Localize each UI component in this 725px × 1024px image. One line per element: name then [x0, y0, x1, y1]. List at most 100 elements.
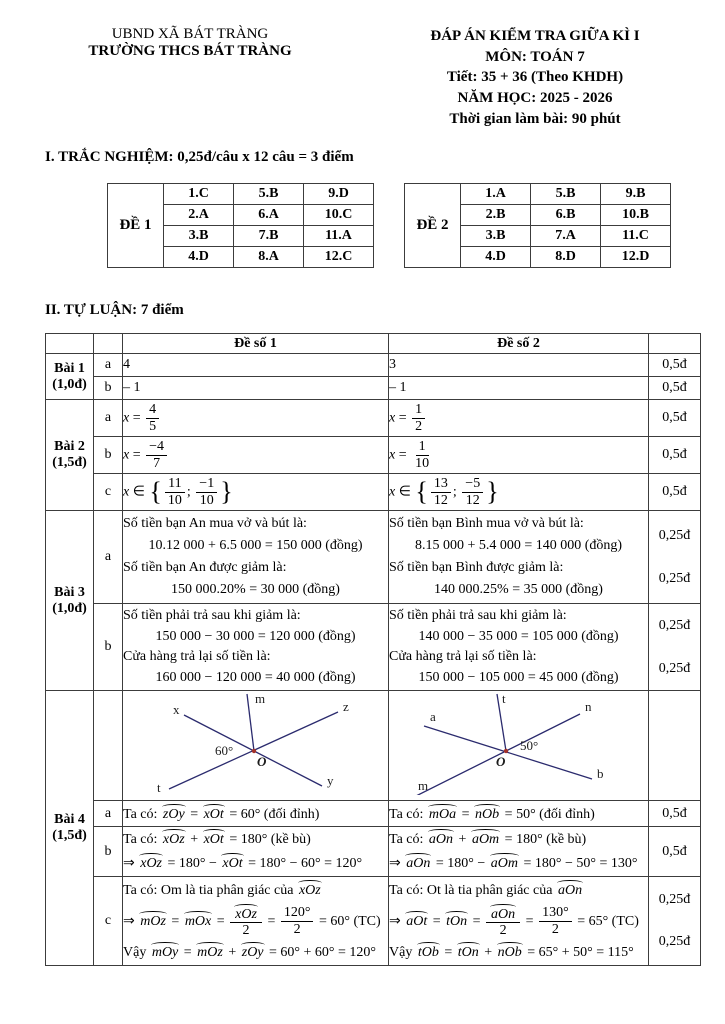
table-row: a Ta có: zOy = xOt = 60° (đối đỉnh) Ta c… — [46, 800, 701, 828]
vertex-label: O — [257, 754, 267, 769]
org-name-line2: TRƯỜNG THCS BÁT TRÀNG — [88, 43, 292, 59]
header-empty-cell — [648, 333, 701, 355]
section2-heading: II. TỰ LUẬN: 7 điểm — [45, 302, 184, 319]
part-label: b — [93, 826, 123, 878]
angle-diagram-de1: m x z t y 60° O — [122, 690, 389, 802]
ray-label: m — [418, 778, 428, 793]
bai3-label-cell: Bài 3 (1,0đ) — [45, 510, 94, 692]
document-header: UBND XÃ BÁT TRÀNG TRƯỜNG THCS BÁT TRÀNG … — [45, 26, 700, 129]
score-cell: 0,5đ — [648, 376, 701, 401]
mcq-answer-cell: 5.B — [233, 183, 304, 206]
mcq-answer-cell: 11.A — [303, 225, 374, 248]
angle-label: 50° — [520, 738, 538, 753]
ray-m — [245, 694, 255, 752]
table-row: b Số tiền phải trả sau khi giảm là: 150 … — [46, 603, 701, 692]
ray-label: n — [585, 699, 592, 714]
answer-de1: Ta có: Om là tia phân giác của xOz ⇒ mOz… — [122, 876, 389, 967]
answer-de2: Ta có: Ot là tia phân giác của aOn ⇒ aOt… — [388, 876, 649, 967]
table-row: b x = −4 7 x = 1 10 0,5đ — [46, 436, 701, 475]
part-label: c — [93, 473, 123, 512]
score-cell: 0,25đ 0,25đ — [648, 603, 701, 692]
mcq-de1-label: ĐỀ 1 — [107, 183, 164, 269]
exam-school-year: NĂM HỌC: 2025 - 2026 — [457, 90, 613, 107]
ray-label: x — [173, 702, 180, 717]
mcq-answer-cell: 4.D — [460, 246, 531, 269]
part-label: b — [93, 603, 123, 692]
part-label: b — [93, 436, 123, 475]
mcq-answer-cell: 7.B — [233, 225, 304, 248]
exam-title: ĐÁP ÁN KIỂM TRA GIỮA KÌ I — [430, 28, 640, 44]
table-row: c x ∈ {11 10; −1 10} x ∈ {13 12; −5 12} 0,5đ — [46, 473, 701, 512]
score-cell: 0,5đ — [648, 473, 701, 512]
exam-period: Tiết: 35 + 36 (Theo KHDH) — [446, 69, 624, 86]
table-row: c Ta có: Om là tia phân giác của xOz ⇒ m… — [46, 876, 701, 967]
score-cell: 0,25đ 0,25đ — [648, 510, 701, 605]
part-label: a — [93, 800, 123, 828]
mcq-answer-cell: 2.A — [163, 204, 234, 227]
mcq-answer-cell: 4.D — [163, 246, 234, 269]
table-row: b Ta có: xOz + xOt = 180° (kề bù) ⇒ xOz … — [46, 826, 701, 878]
answer-de1: Ta có: xOz + xOt = 180° (kề bù) ⇒ xOz = … — [122, 826, 389, 878]
tu-luan-table: Đề số 1 Đề số 2 Bài 1 (1,0đ) a 4 3 0,5đ … — [45, 333, 701, 967]
score-cell: 0,5đ — [648, 800, 701, 828]
bai4-label-cell: Bài 4 (1,5đ) — [45, 690, 94, 967]
mcq-answer-cell: 10.C — [303, 204, 374, 227]
bai2-label-cell: Bài 2 (1,5đ) — [45, 399, 94, 512]
mcq-answer-cell: 6.B — [530, 204, 601, 227]
part-label: b — [93, 376, 123, 401]
mcq-answer-cell: 1.C — [163, 183, 234, 206]
vertex-dot — [503, 749, 508, 754]
table-row: Bài 4 (1,5đ) m x z t y 60° O — [45, 690, 701, 967]
answer-de1: Số tiền phải trả sau khi giảm là: 150 00… — [122, 603, 389, 692]
mcq-de2-label: ĐỀ 2 — [404, 183, 461, 269]
ray-label: b — [597, 766, 604, 781]
answer-de1: Ta có: zOy = xOt = 60° (đối đỉnh) — [122, 800, 389, 828]
answer-de2: Ta có: aOn + aOm = 180° (kề bù) ⇒ aOn = … — [388, 826, 649, 878]
answer-de2: Số tiền phải trả sau khi giảm là: 140 00… — [388, 603, 649, 692]
mcq-answer-cell: 3.B — [163, 225, 234, 248]
vertex-label: O — [496, 754, 506, 769]
mcq-answer-cell: 11.C — [600, 225, 671, 248]
org-name-line1: UBND XÃ BÁT TRÀNG — [111, 26, 269, 42]
mcq-answer-cell: 9.D — [303, 183, 374, 206]
answer-de1: x ∈ {11 10; −1 10} — [122, 473, 389, 512]
angle-label: 60° — [215, 743, 233, 758]
table-row: Bài 1 (1,0đ) a 4 3 0,5đ — [45, 353, 701, 401]
answer-de2: 3 — [388, 353, 649, 378]
vertex-dot — [251, 749, 256, 754]
part-label: a — [93, 399, 123, 438]
score-cell: 0,5đ — [648, 826, 701, 878]
mcq-answer-cell: 8.D — [530, 246, 601, 269]
exam-subject: MÔN: TOÁN 7 — [485, 48, 585, 65]
part-label: a — [93, 510, 123, 605]
mcq-table-de1: ĐỀ 1 1.C 5.B 9.D 2.A 6.A 10.C 3.B 7.B 11… — [107, 183, 374, 269]
answer-de1: Số tiền bạn An mua vở và bút là: 10.12 0… — [122, 510, 389, 605]
ray-label: z — [343, 699, 349, 714]
column-header-de1: Đề số 1 — [122, 333, 389, 355]
mcq-answer-cell: 3.B — [460, 225, 531, 248]
column-header-de2: Đề số 2 — [388, 333, 649, 355]
answer-de2: – 1 — [388, 376, 649, 401]
angle-diagram-de2-svg: t a n m b 50° O — [413, 691, 604, 799]
table-row: b – 1 – 1 0,5đ — [46, 376, 701, 401]
score-cell: 0,5đ — [648, 399, 701, 438]
exam-answer-key-document: UBND XÃ BÁT TRÀNG TRƯỜNG THCS BÁT TRÀNG … — [45, 26, 701, 967]
mcq-answer-cell: 6.A — [233, 204, 304, 227]
exam-title-block: ĐÁP ÁN KIỂM TRA GIỮA KÌ I MÔN: TOÁN 7 Ti… — [370, 26, 700, 129]
header-empty-cell — [93, 333, 123, 355]
answer-de1: 4 — [122, 353, 389, 378]
angle-diagram-de1-svg: m x z t y 60° O — [157, 691, 349, 795]
ray-label: y — [327, 773, 334, 788]
organization-block: UBND XÃ BÁT TRÀNG TRƯỜNG THCS BÁT TRÀNG — [35, 26, 345, 129]
angle-diagram-de2: t a n m b 50° O — [388, 690, 649, 802]
score-cell: 0,25đ 0,25đ — [648, 876, 701, 967]
mcq-tables: ĐỀ 1 1.C 5.B 9.D 2.A 6.A 10.C 3.B 7.B 11… — [107, 183, 700, 269]
answer-de1: x = −4 7 — [122, 436, 389, 475]
table-row: Bài 3 (1,0đ) a Số tiền bạn An mua vở và … — [45, 510, 701, 692]
empty-part-cell — [93, 690, 123, 802]
ray-label: t — [502, 691, 506, 706]
mcq-answer-cell: 12.D — [600, 246, 671, 269]
